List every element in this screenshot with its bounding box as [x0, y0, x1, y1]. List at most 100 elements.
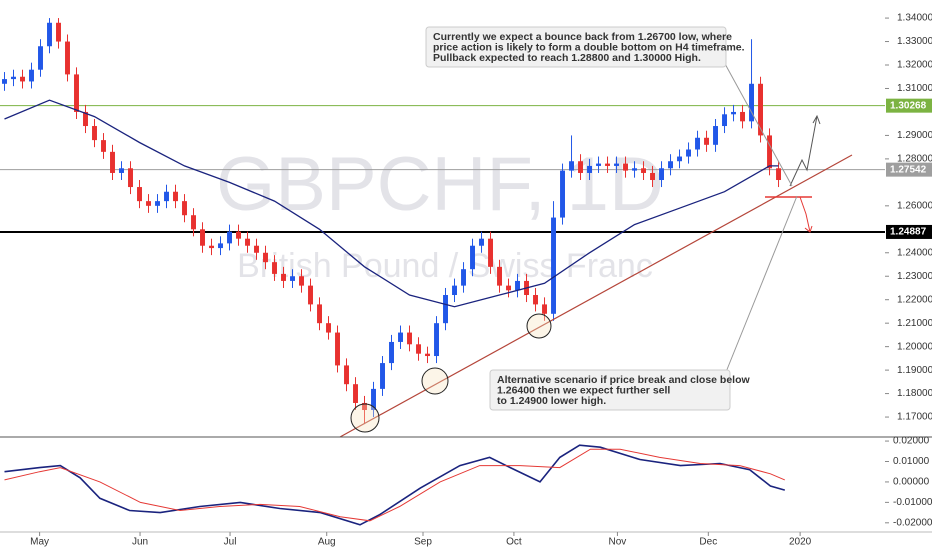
candle-body	[299, 276, 304, 286]
y-tick-label: 1.34000	[897, 13, 932, 24]
x-tick-label: 2020	[789, 537, 812, 548]
annotation-text: Alternative scenario if price break and …	[497, 374, 751, 386]
circle-marker	[526, 313, 552, 339]
levels	[0, 105, 885, 233]
arrow-head	[804, 225, 813, 233]
candle-body	[776, 168, 782, 181]
x-tick-label: Aug	[318, 537, 336, 548]
annotation-text: Pullback expected to reach 1.28800 and 1…	[433, 52, 701, 64]
candle-body	[731, 111, 736, 115]
y-tick-label: -0.01000	[893, 497, 932, 508]
candle-body	[623, 163, 628, 171]
x-tick-label: Jul	[224, 537, 237, 548]
candle-body	[758, 83, 764, 136]
candle-body	[164, 191, 169, 202]
x-tick-label: Oct	[506, 537, 522, 548]
candle-body	[119, 168, 124, 173]
candle-body	[20, 76, 25, 82]
candle-body	[371, 388, 376, 411]
candle-body	[56, 22, 61, 42]
annotation-text: to 1.24900 lower high.	[497, 395, 606, 407]
candle-body	[470, 245, 475, 270]
candle-body	[272, 262, 277, 274]
candle-body	[155, 201, 160, 206]
annotation-text: 1.26400 then we expect further sell	[497, 384, 670, 396]
candle-body	[200, 229, 205, 246]
candle-body	[560, 170, 565, 218]
callout-box	[425, 26, 727, 68]
drawings	[339, 26, 853, 438]
candle-body	[254, 245, 259, 253]
candle-body	[389, 341, 394, 364]
watermark-name: British Pound / Swiss Franc	[237, 247, 653, 285]
candle-body	[650, 172, 655, 181]
arrow-head	[812, 114, 821, 125]
candle-body	[533, 295, 538, 305]
candle-body	[704, 137, 709, 145]
candle-body	[92, 126, 97, 141]
y-tick-label: -0.02000	[893, 517, 932, 528]
candle-body	[416, 344, 421, 354]
x-tick-label: Jun	[132, 537, 148, 548]
indicator-line	[4, 444, 786, 526]
candle-body	[182, 201, 187, 216]
candle-body	[29, 69, 34, 82]
y-tick-label: 1.32000	[897, 60, 932, 71]
candle-body	[713, 126, 718, 145]
callout-line	[725, 195, 798, 373]
candle-body	[587, 165, 592, 173]
level-label: 1.30268	[890, 100, 927, 111]
candle-body	[362, 402, 367, 411]
candle-body	[335, 332, 340, 366]
candle-body	[236, 231, 241, 239]
candle-body	[47, 22, 52, 47]
callout-box	[489, 369, 731, 411]
candle-body	[74, 74, 79, 112]
candle-body	[551, 217, 556, 314]
y-tick-label: 1.18000	[897, 388, 932, 399]
candle-body	[191, 215, 196, 230]
candle-body	[380, 363, 385, 389]
candle-body	[434, 323, 439, 357]
indicator-line	[4, 448, 785, 522]
candle-body	[695, 137, 700, 150]
candle-body	[326, 323, 331, 333]
candle-body	[227, 231, 232, 244]
candle-body	[263, 252, 268, 263]
candle-body	[398, 332, 403, 342]
candle-body	[740, 111, 746, 122]
candle-body	[101, 140, 106, 152]
candle-body	[83, 111, 88, 127]
candle-body	[173, 191, 178, 202]
annotation-text: Currently we expect a bounce back from 1…	[433, 31, 732, 43]
candle-body	[515, 280, 520, 291]
indicator-pane	[4, 444, 786, 526]
down-arrow	[799, 196, 811, 233]
y-tick-label: 1.20000	[897, 341, 932, 352]
y-tick-label: 1.23000	[897, 271, 932, 282]
candle-body	[110, 151, 115, 173]
price-pane	[2, 18, 782, 425]
candle-body	[38, 46, 43, 70]
x-tick-label: May	[30, 537, 49, 548]
y-tick-label: 0.02000	[893, 436, 930, 447]
candle-body	[290, 276, 295, 281]
candle-body	[344, 365, 349, 385]
candle-body	[443, 295, 448, 324]
candle-body	[614, 163, 619, 166]
candle-body	[308, 285, 313, 305]
level-label-box	[886, 224, 932, 239]
candle-body	[506, 285, 511, 291]
candle-body	[425, 353, 430, 357]
candle-body	[479, 238, 484, 246]
candle-body	[218, 243, 223, 249]
y-tick-label: 0.01000	[893, 456, 930, 467]
candle-body	[641, 168, 646, 173]
y-tick-label: 1.33000	[897, 36, 932, 47]
level-label: 1.24887	[890, 227, 927, 238]
candle-body	[632, 168, 637, 171]
candle-body	[281, 273, 286, 281]
watermark-symbol: GBPCHF, 1D	[216, 142, 664, 227]
candle-body	[146, 201, 151, 206]
candle-body	[209, 245, 214, 249]
